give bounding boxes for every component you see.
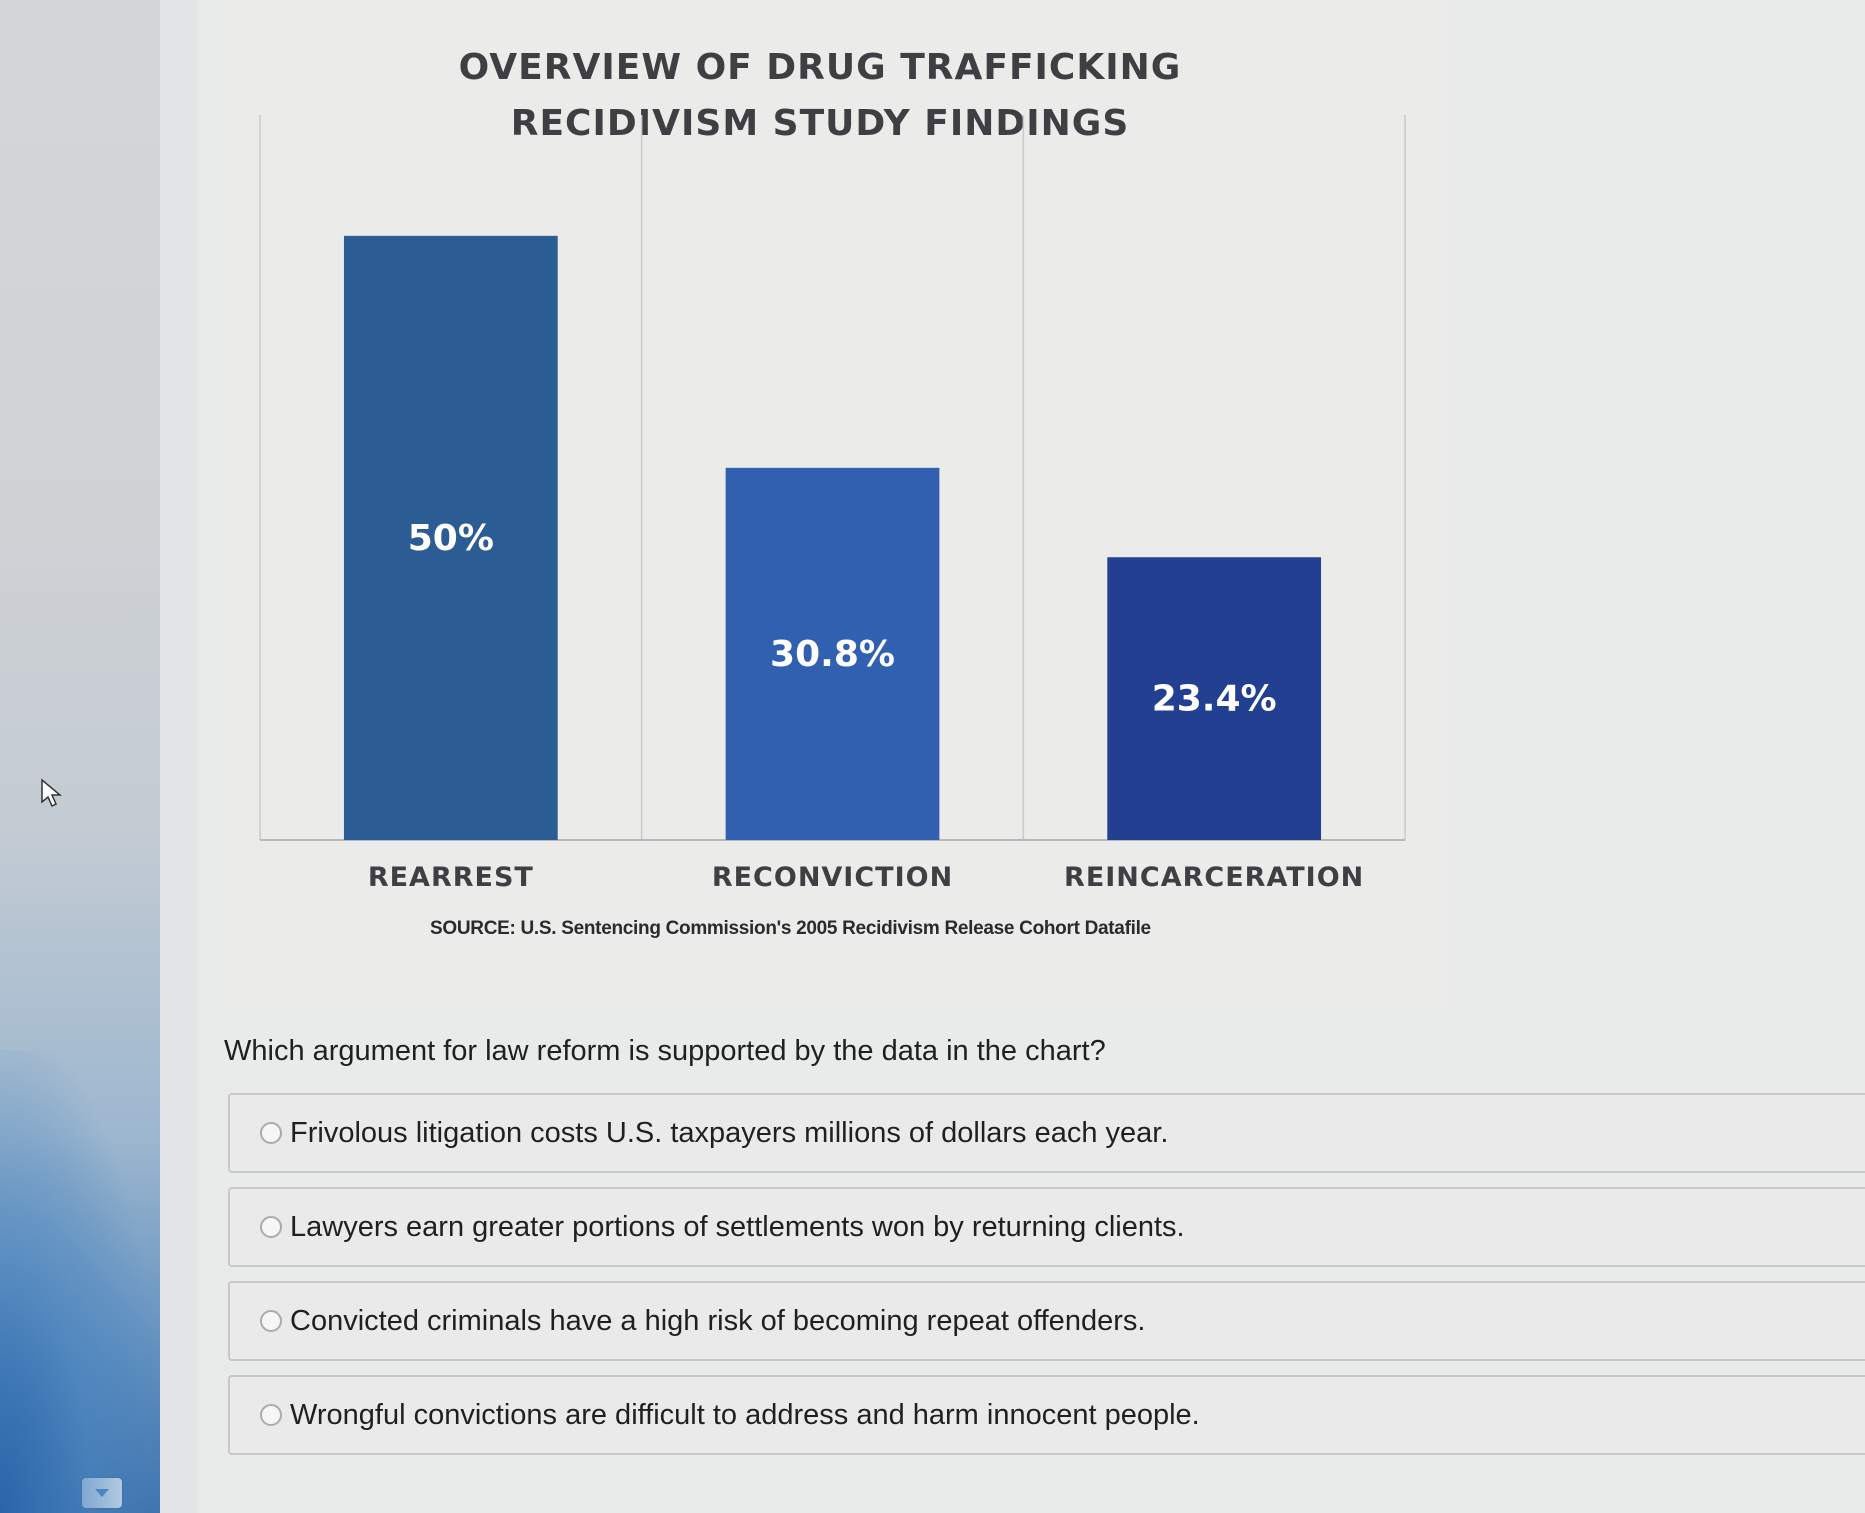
scroll-down-button[interactable] [82, 1478, 122, 1508]
radio-button-icon[interactable] [260, 1122, 282, 1144]
answer-option[interactable]: Convicted criminals have a high risk of … [228, 1281, 1865, 1361]
question-prompt: Which argument for law reform is support… [224, 1035, 1106, 1067]
category-label: RECONVICTION [712, 862, 953, 893]
radio-button-icon[interactable] [260, 1216, 282, 1238]
bar-value-label: 23.4% [1152, 679, 1277, 720]
bar-reconviction [725, 467, 940, 840]
answer-option[interactable]: Lawyers earn greater portions of settlem… [228, 1187, 1865, 1267]
bar-value-label: 50% [408, 518, 494, 559]
chart-title: OVERVIEW OF DRUG TRAFFICKING RECIDIVISM … [458, 47, 1182, 144]
mouse-pointer-icon [41, 778, 62, 808]
answer-option-label: Convicted criminals have a high risk of … [290, 1304, 1146, 1337]
answer-option-label: Lawyers earn greater portions of settlem… [290, 1210, 1185, 1243]
answer-option-label: Wrongful convictions are difficult to ad… [290, 1398, 1200, 1431]
answer-option[interactable]: Wrongful convictions are difficult to ad… [228, 1375, 1865, 1455]
chevron-down-icon [95, 1489, 109, 1497]
radio-button-icon[interactable] [260, 1310, 282, 1332]
answer-options: Frivolous litigation costs U.S. taxpayer… [228, 1093, 1865, 1469]
answer-option[interactable]: Frivolous litigation costs U.S. taxpayer… [228, 1093, 1865, 1173]
radio-button-icon[interactable] [260, 1404, 282, 1426]
bar-value-label: 30.8% [770, 634, 895, 675]
desktop-background [0, 0, 160, 1513]
category-label: REARREST [368, 862, 534, 893]
answer-option-label: Frivolous litigation costs U.S. taxpayer… [290, 1116, 1169, 1149]
chart-source-note: SOURCE: U.S. Sentencing Commission's 200… [430, 918, 1151, 939]
bar-reincarceration [1107, 557, 1322, 840]
bar-rearrest [343, 235, 558, 841]
bar-chart: 50% REARREST 30.8% RECONVICTION 23.4% REINCAR… [259, 115, 1406, 893]
category-label: REINCARCERATION [1064, 862, 1364, 893]
